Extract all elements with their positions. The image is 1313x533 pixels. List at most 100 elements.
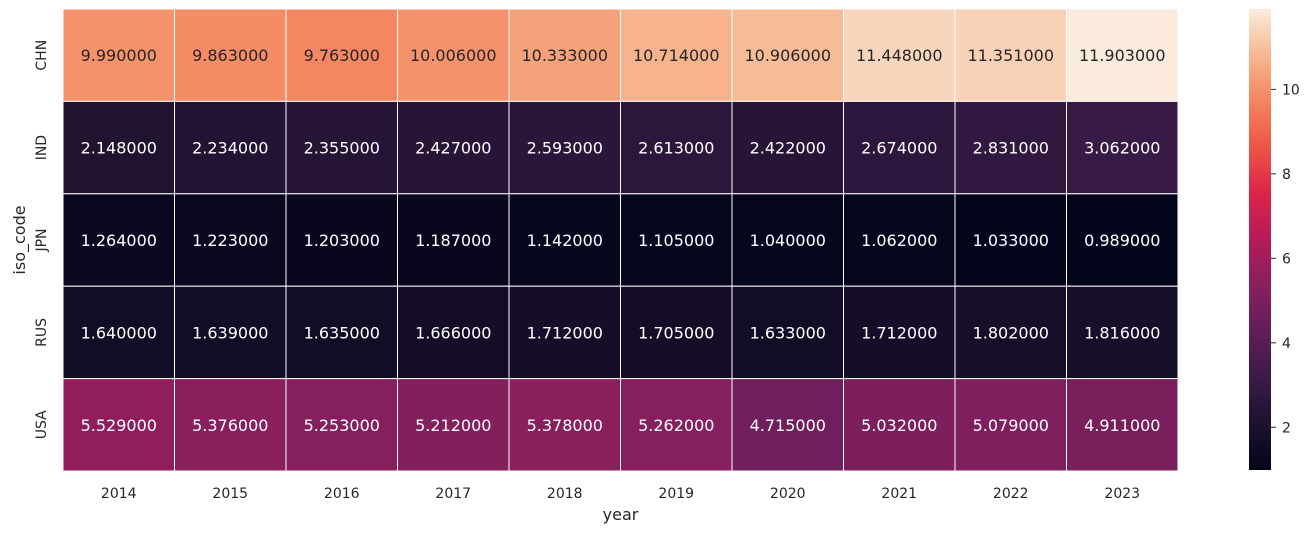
- heatmap-cell: [954, 100, 1067, 195]
- heatmap-cell: [954, 285, 1067, 380]
- x-axis-title: year: [603, 505, 639, 524]
- heatmap-cell: [731, 378, 844, 472]
- heatmap-cell: [62, 285, 175, 380]
- cell-value-label: 1.802000: [973, 323, 1049, 342]
- cell-value-label: 2.613000: [638, 139, 714, 158]
- x-tick-label: 2018: [547, 486, 583, 502]
- heatmap-cell: [843, 378, 956, 472]
- heatmap-cell: [508, 378, 621, 472]
- heatmap-cell: [620, 100, 733, 195]
- cell-value-label: 1.142000: [527, 231, 603, 250]
- cell-value-label: 2.355000: [304, 139, 380, 158]
- heatmap-cell: [174, 100, 287, 195]
- heatmap-cell: [62, 8, 175, 102]
- y-axis-title: iso_code: [10, 205, 30, 274]
- colorbar-ticks: 2 4 6 8 10: [1271, 82, 1300, 436]
- heatmap-cell: [731, 285, 844, 380]
- heatmap-cell: [285, 8, 398, 102]
- heatmap-cell: [843, 193, 956, 287]
- cell-value-label: 1.640000: [81, 323, 157, 342]
- cell-value-label: 5.378000: [527, 416, 603, 435]
- heatmap-cells: [62, 8, 1179, 472]
- heatmap-cell: [508, 100, 621, 195]
- heatmap-cell: [1066, 193, 1179, 287]
- colorbar: [1249, 9, 1271, 470]
- cell-value-label: 11.351000: [967, 46, 1054, 65]
- cell-value-label: 1.040000: [750, 231, 826, 250]
- heatmap-cell: [285, 100, 398, 195]
- cell-value-label: 5.253000: [304, 416, 380, 435]
- cell-value-label: 2.422000: [750, 139, 826, 158]
- cell-value-label: 10.714000: [633, 46, 720, 65]
- x-tick-label: 2021: [881, 486, 917, 502]
- x-tick-label: 2022: [993, 486, 1029, 502]
- x-axis-ticks: 2014 2015 2016 2017 2018 2019 2020 2021 2022 2023: [101, 486, 1140, 502]
- x-tick-label: 2017: [435, 486, 471, 502]
- heatmap-cell: [508, 285, 621, 380]
- x-tick-label: 2015: [212, 486, 248, 502]
- heatmap-cell: [174, 378, 287, 472]
- heatmap-cell: [843, 8, 956, 102]
- y-tick-label: JPN: [34, 228, 50, 252]
- colorbar-tick-label: 2: [1282, 420, 1291, 436]
- heatmap-cell: [285, 193, 398, 287]
- colorbar-tick-label: 8: [1282, 167, 1291, 183]
- heatmap-cell: [620, 8, 733, 102]
- heatmap-cell: [508, 193, 621, 287]
- x-tick-label: 2016: [324, 486, 360, 502]
- cell-value-label: 1.633000: [750, 323, 826, 342]
- heatmap-cell: [62, 378, 175, 472]
- heatmap-cell: [843, 100, 956, 195]
- heatmap-cell: [731, 100, 844, 195]
- cell-value-label: 10.333000: [521, 46, 608, 65]
- cell-value-label: 1.264000: [81, 231, 157, 250]
- heatmap-cell: [397, 8, 510, 102]
- x-tick-label: 2023: [1104, 486, 1140, 502]
- heatmap-cell: [285, 378, 398, 472]
- y-tick-label: IND: [34, 135, 50, 160]
- heatmap-cell: [620, 378, 733, 472]
- cell-value-label: 1.062000: [861, 231, 937, 250]
- cell-value-label: 10.906000: [744, 46, 831, 65]
- cell-value-label: 1.635000: [304, 323, 380, 342]
- cell-value-label: 1.712000: [527, 323, 603, 342]
- y-tick-label: RUS: [34, 318, 50, 347]
- heatmap-cell: [731, 193, 844, 287]
- cell-value-label: 9.863000: [192, 46, 268, 65]
- heatmap-cell: [1066, 100, 1179, 195]
- cell-value-label: 1.105000: [638, 231, 714, 250]
- cell-value-label: 1.639000: [192, 323, 268, 342]
- cell-value-label: 4.911000: [1084, 416, 1160, 435]
- cell-value-label: 1.816000: [1084, 323, 1160, 342]
- heatmap-cell: [174, 193, 287, 287]
- cell-value-label: 5.079000: [973, 416, 1049, 435]
- heatmap-cell: [508, 8, 621, 102]
- heatmap-cell: [954, 193, 1067, 287]
- cell-value-label: 5.212000: [415, 416, 491, 435]
- cell-value-label: 1.223000: [192, 231, 268, 250]
- cell-value-label: 9.990000: [81, 46, 157, 65]
- cell-value-label: 3.062000: [1084, 139, 1160, 158]
- cell-value-label: 5.032000: [861, 416, 937, 435]
- cell-value-label: 5.376000: [192, 416, 268, 435]
- y-axis-ticks: CHN IND JPN RUS USA: [34, 40, 50, 439]
- heatmap-cell: [1066, 378, 1179, 472]
- heatmap-cell: [1066, 8, 1179, 102]
- cell-value-label: 2.234000: [192, 139, 268, 158]
- colorbar-tick-label: 6: [1282, 251, 1291, 267]
- heatmap-cell: [1066, 285, 1179, 380]
- cell-value-label: 1.712000: [861, 323, 937, 342]
- cell-value-label: 5.529000: [81, 416, 157, 435]
- cell-value-label: 4.715000: [750, 416, 826, 435]
- cell-value-label: 1.203000: [304, 231, 380, 250]
- heatmap-cell-labels: 9.990000 9.863000 9.763000 10.006000 10.3330…: [81, 46, 1166, 435]
- x-tick-label: 2020: [770, 486, 806, 502]
- heatmap-cell: [843, 285, 956, 380]
- cell-value-label: 2.593000: [527, 139, 603, 158]
- heatmap-cell: [954, 378, 1067, 472]
- y-tick-label: CHN: [34, 40, 50, 71]
- y-tick-label: USA: [34, 410, 50, 439]
- colorbar-tick-label: 4: [1282, 336, 1291, 352]
- cell-value-label: 1.033000: [973, 231, 1049, 250]
